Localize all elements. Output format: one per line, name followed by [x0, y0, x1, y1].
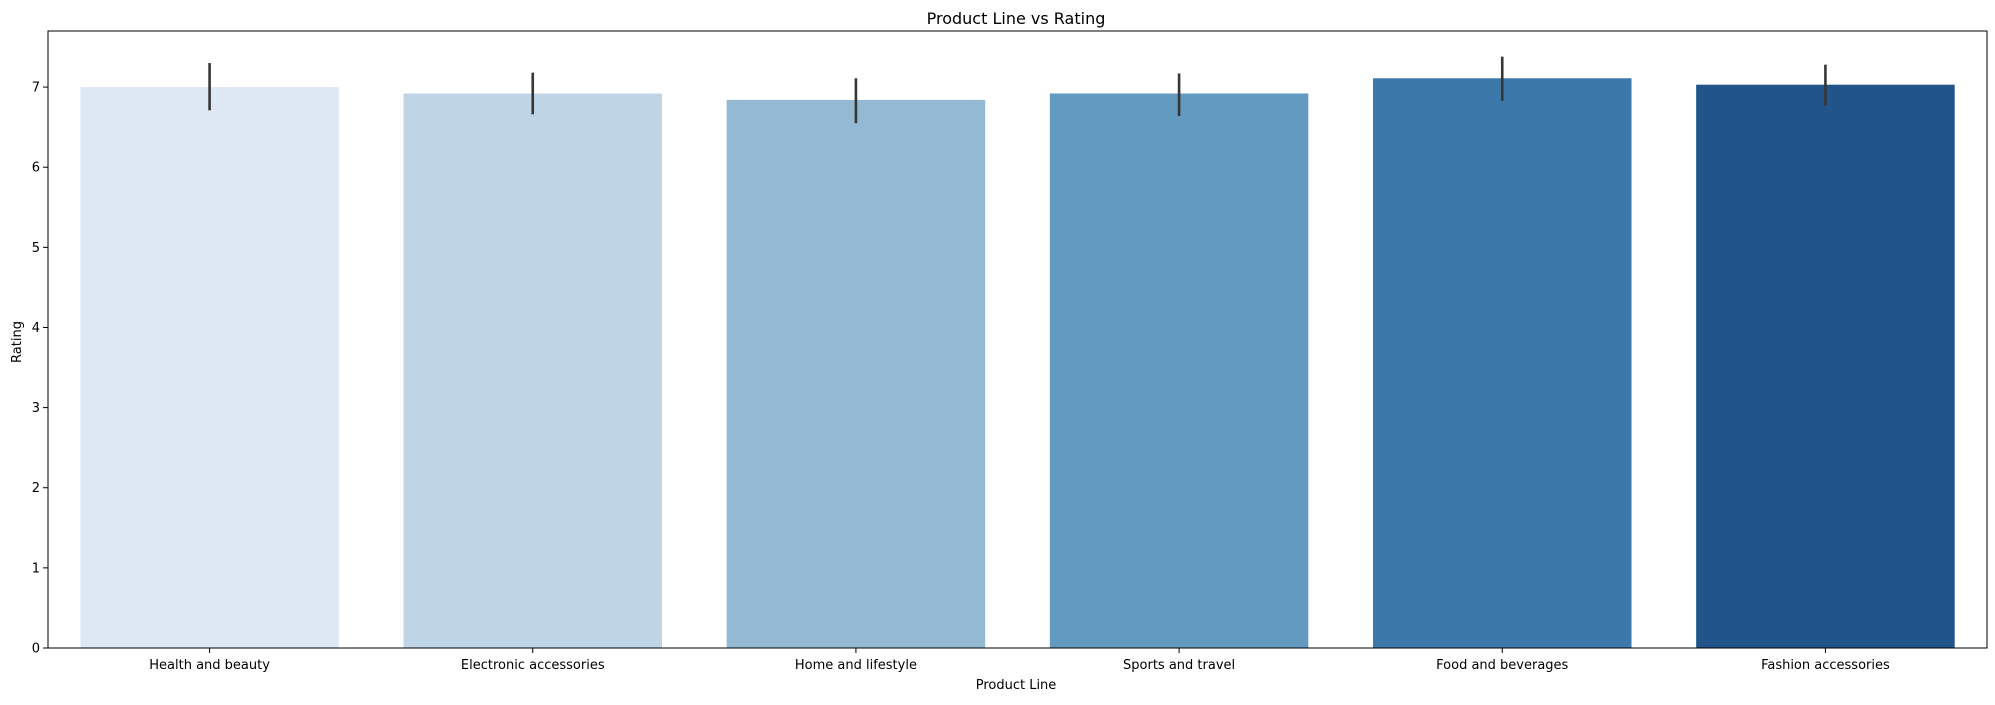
y-tick-label: 2: [32, 481, 40, 496]
x-tick-label: Home and lifestyle: [795, 658, 917, 673]
bar: [726, 99, 986, 649]
x-axis-label: Product Line: [976, 678, 1057, 693]
y-tick-label: 0: [32, 642, 40, 657]
x-tick-label: Fashion accessories: [1761, 658, 1890, 673]
bar: [1372, 78, 1632, 649]
x-tick-label: Electronic accessories: [461, 658, 605, 673]
chart-title: Product Line vs Rating: [927, 9, 1106, 28]
x-tick-label: Health and beauty: [149, 658, 270, 673]
y-tick-label: 3: [32, 401, 40, 416]
y-tick-label: 6: [32, 161, 40, 176]
plot-area: 0 1 2 3 4 5 6 7 Health and beauty Electronic acce…: [32, 30, 1988, 673]
y-tick-label: 4: [32, 321, 40, 336]
y-tick-label: 5: [32, 241, 40, 256]
x-tick-label: Food and beverages: [1436, 658, 1568, 673]
y-tick-label: 1: [32, 561, 40, 576]
y-axis-label: Rating: [10, 321, 25, 363]
bar: [1049, 93, 1309, 649]
x-tick-label: Sports and travel: [1123, 658, 1235, 673]
axes-frame: [47, 30, 1988, 649]
y-tick-label: 7: [32, 81, 40, 96]
bar: [403, 93, 663, 649]
bar: [1696, 84, 1955, 648]
bar: [80, 87, 339, 648]
